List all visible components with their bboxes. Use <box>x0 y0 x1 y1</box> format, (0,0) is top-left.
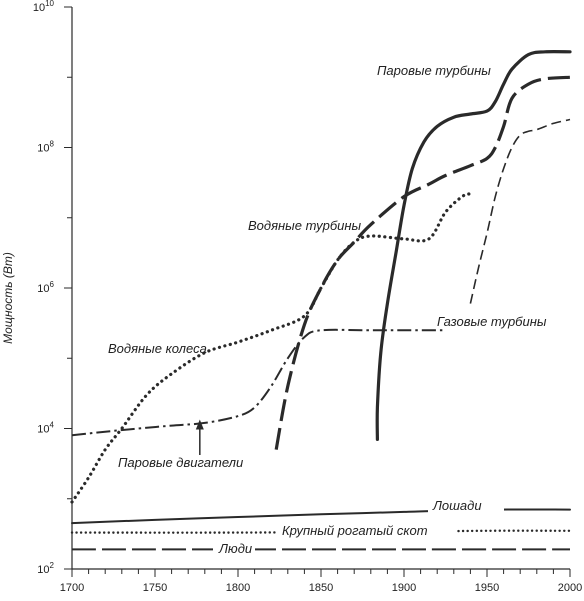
series-label-6: Крупный рогатый скот <box>282 523 428 538</box>
y-tick-label: 104 <box>37 421 54 436</box>
x-tick-label: 2000 <box>558 582 582 594</box>
x-tick-label: 1850 <box>309 582 333 594</box>
x-tick-label: 1800 <box>226 582 250 594</box>
series-label-2: Газовые турбины <box>437 314 547 329</box>
series-line-1 <box>274 75 571 450</box>
series-label-1: Водяные турбины <box>248 218 362 233</box>
series-label-5: Лошади <box>432 498 482 513</box>
steam-engine-arrowhead <box>195 419 204 430</box>
series-layer <box>70 50 572 551</box>
label-knockout-1 <box>277 523 457 539</box>
y-tick-label: 108 <box>37 140 54 155</box>
labels-layer: Паровые турбины Водяные турбины Газовые ту… <box>108 63 547 557</box>
x-tick-label: 1750 <box>143 582 167 594</box>
x-tick-label: 1900 <box>392 582 416 594</box>
label-knockout-2 <box>213 541 255 557</box>
x-tick-label: 1950 <box>475 582 499 594</box>
y-tick-label: 106 <box>37 280 54 295</box>
y-tick-label: 102 <box>37 561 54 576</box>
label-knockout-0 <box>428 498 504 514</box>
series-label-3: Водяные колеса <box>108 341 207 356</box>
series-label-0: Паровые турбины <box>377 63 491 78</box>
series-line-4 <box>71 328 446 437</box>
series-line-2 <box>469 118 571 304</box>
series-label-4: Паровые двигатели <box>118 455 243 470</box>
series-line-6 <box>70 529 572 534</box>
y-axis-title: Мощность (Вт) <box>1 252 15 344</box>
series-line-0 <box>375 50 572 441</box>
y-tick-label: 1010 <box>33 0 55 14</box>
series-label-7: Люди <box>218 541 252 556</box>
axes: 1700 1750 1800 1850 1900 1950 2000 102 104 106 108… <box>33 0 582 594</box>
series-line-3 <box>70 192 472 504</box>
x-tick-label: 1700 <box>60 582 84 594</box>
